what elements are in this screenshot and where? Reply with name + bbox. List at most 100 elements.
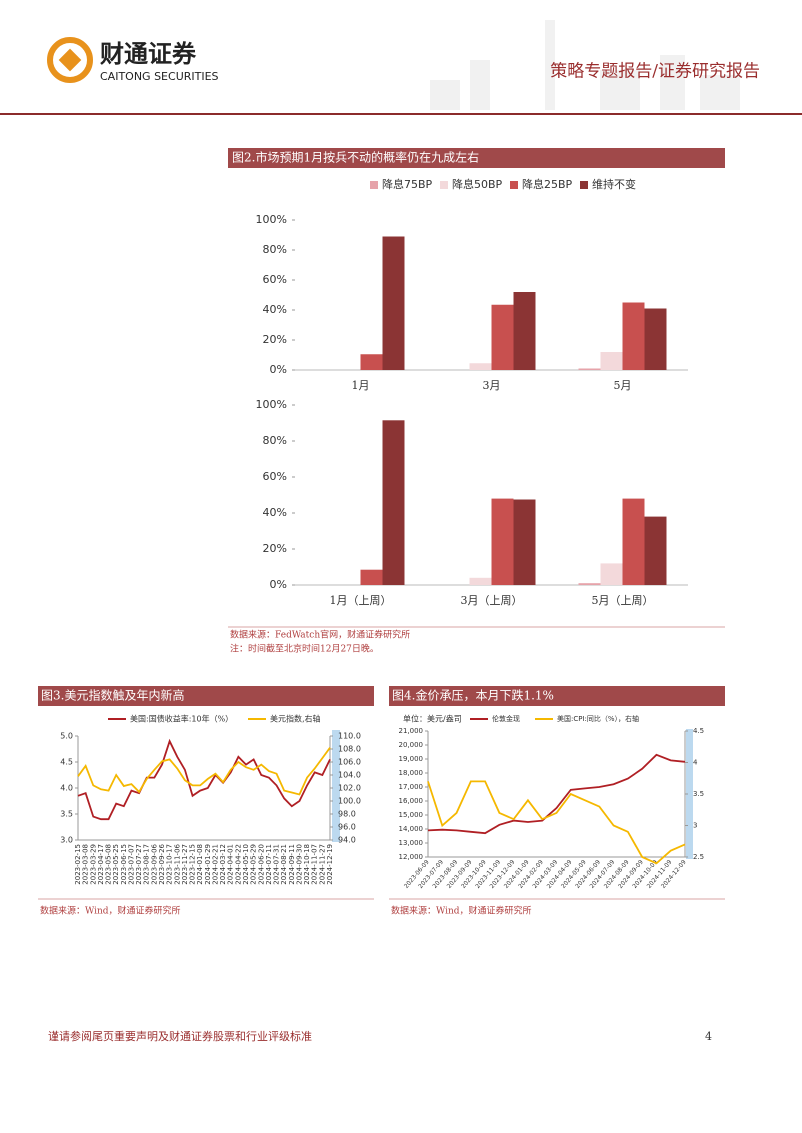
bar [469,577,492,585]
bar [491,498,514,585]
x-tick-label: 2023-02-15 [74,844,82,885]
highlight [686,729,693,859]
y-tick-label: 0% [270,578,287,591]
legend-label: 降息75BP [382,177,433,191]
source-note: 数据来源：Wind，财通证券研究所 [391,905,532,917]
page-number: 4 [705,1030,712,1043]
bar [469,363,492,370]
x-tick-label: 2024-09-30 [295,844,303,885]
y-tick-label: 14,000 [399,825,424,833]
x-tick-label: 2024-01-29 [204,844,212,885]
y-tick-label: 3.0 [60,836,73,845]
bar [600,352,623,370]
y-tick-label: 18,000 [399,769,424,777]
logo-icon [47,37,93,83]
figure-title: 图2.市场预期1月按兵不动的概率仍在九成左右 [232,150,479,165]
x-tick-label: 2023-03-08 [82,844,90,885]
figure-title-bar [228,148,725,168]
y-tick-label: 60% [263,273,287,286]
x-tick-label: 2024-06-20 [257,844,265,885]
y-tick-label: 102.0 [338,784,361,793]
x-tick-label: 5月（上周） [592,594,654,607]
x-tick-label: 2023-03-29 [89,844,97,885]
x-tick-label: 2023-09-26 [158,843,166,884]
bar [578,368,601,370]
y-tick-label: 40% [263,506,287,519]
y-tick-label: 20,000 [399,741,424,749]
bar [360,569,383,585]
x-tick-label: 2023-06-15 [120,844,128,885]
y-tick-label: 20% [263,542,287,555]
x-tick-label: 3月（上周） [461,594,523,607]
line-series [427,753,686,835]
y-tick-label: 3 [693,822,697,830]
y-tick-label: 100% [256,398,287,411]
source-note: 数据来源：FedWatch官网，财通证券研究所 [230,629,410,641]
x-tick-label: 2024-07-11 [265,844,273,885]
highlight [332,730,340,842]
bar [360,354,383,370]
x-tick-label: 2024-11-07 [311,844,319,885]
y-tick-label: 3.5 [693,790,704,798]
x-tick-label: 2023-07-07 [127,844,135,885]
x-tick-label: 2024-07-31 [273,844,281,885]
y-tick-label: 100% [256,213,287,226]
x-tick-label: 2023-08-17 [143,844,151,885]
legend-swatch [370,181,378,189]
x-tick-label: 1月（上周） [330,594,392,607]
y-tick-label: 17,000 [399,783,424,791]
line-series [77,747,331,796]
y-tick-label: 5.0 [60,732,73,741]
x-tick-label: 2024-04-22 [234,844,242,885]
bar [382,236,405,370]
y-tick-label: 4 [693,759,698,767]
legend-swatch [510,181,518,189]
x-tick-label: 2024-01-08 [196,844,204,885]
figure-title: 图4.金价承压，本月下跌1.1% [392,688,554,703]
y-tick-label: 94.0 [338,836,356,845]
legend-label: 降息25BP [522,177,573,191]
x-tick-label: 2023-09-06 [150,843,158,884]
legend-label: 维持不变 [592,177,636,191]
x-tick-label: 2024-12-19 [326,844,334,885]
y-tick-label: 19,000 [399,755,424,763]
report-type: 策略专题报告/证券研究报告 [550,62,760,82]
y-tick-label: 4.5 [60,758,73,767]
x-tick-label: 2024-09-11 [288,844,296,885]
legend-label: 降息50BP [452,177,503,191]
x-tick-label: 2023-05-25 [112,844,120,885]
y-tick-label: 98.0 [338,810,356,819]
bar [600,563,623,585]
y-tick-label: 16,000 [399,797,424,805]
y-tick-label: 40% [263,303,287,316]
legend-label: 美国:国债收益率:10年（%） [130,714,233,724]
x-tick-label: 2023-11-27 [181,844,189,885]
logo-cn: 财通证券 [100,40,197,68]
y-tick-label: 13,000 [399,839,424,847]
x-tick-label: 2024-10-18 [303,844,311,885]
logo-en: CAITONG SECURITIES [100,70,219,83]
y-tick-label: 12,000 [399,853,424,861]
y-tick-label: 15,000 [399,811,424,819]
x-tick-label: 2023-10-17 [166,844,174,885]
note: 注：时间截至北京时间12月27日晚。 [230,643,379,655]
figure-title: 图3.美元指数触及年内新高 [41,688,184,703]
bar [644,308,667,370]
y-tick-label: 2.5 [693,853,704,861]
legend-swatch [580,181,588,189]
y-tick-label: 3.5 [60,810,73,819]
skyline [430,20,740,110]
x-tick-label: 2024-03-12 [219,844,227,885]
figure-title-bar [38,686,374,706]
y-tick-label: 100.0 [338,797,361,806]
y-tick-label: 21,000 [399,727,424,735]
bar [513,499,536,585]
y-tick-label: 20% [263,333,287,346]
legend-label: 伦敦金现 [492,714,520,723]
disclaimer: 谨请参阅尾页重要声明及财通证券股票和行业评级标准 [48,1029,312,1043]
x-tick-label: 2024-02-21 [211,844,219,885]
y-tick-label: 106.0 [338,758,361,767]
x-tick-label: 2023-12-15 [189,844,197,885]
y-tick-label: 0% [270,363,287,376]
